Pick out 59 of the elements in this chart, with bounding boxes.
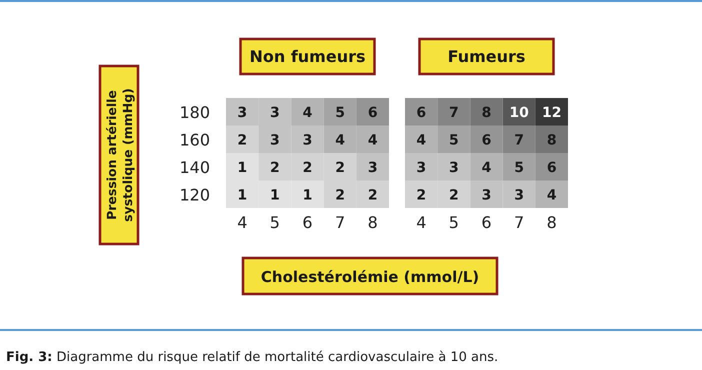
data-label: 3 [302,132,312,148]
x-tick-label: 8 [368,213,378,232]
data-label: 4 [335,132,346,148]
data-label: 3 [237,104,248,121]
data-label: 4 [416,132,426,148]
x-tick-label: 7 [514,213,524,232]
data-label: 3 [482,187,492,204]
data-label: 6 [482,132,492,148]
data-label: 1 [237,160,248,176]
data-label: 4 [368,132,378,148]
y-tick-label: 120 [179,185,210,204]
data-label: 7 [449,104,459,121]
y-tick-label: 140 [179,158,210,177]
data-label: 2 [270,160,280,176]
data-label: 3 [514,187,524,204]
data-label: 5 [335,104,345,121]
caption: Fig. 3: Diagramme du risque relatif de mortalité cardiovasculaire à 10 ans. [6,350,498,365]
chart-title: Fumeurs [448,47,526,66]
data-label: 1 [302,187,312,204]
data-label: 3 [449,160,459,176]
data-label: 12 [542,104,562,121]
x-tick-label: 5 [448,213,459,232]
x-tick-label: 6 [302,213,313,232]
data-label: 3 [368,160,378,176]
data-label: 6 [416,104,426,121]
data-label: 4 [482,160,492,176]
data-label: 6 [546,160,557,176]
x-axis-title: Cholestérolémie (mmol/L) [260,268,480,286]
data-label: 2 [302,160,312,176]
data-label: 2 [335,187,345,204]
data-label: 1 [270,187,280,204]
data-label: 5 [514,160,524,176]
data-label: 1 [237,187,248,204]
x-tick-label: 6 [481,213,492,232]
data-label: 10 [509,104,530,121]
data-label: 2 [237,132,248,148]
y-axis-title: Pression artérielle systolique (mmHg) [104,88,135,222]
data-label: 7 [514,132,524,148]
data-label: 4 [302,104,313,121]
data-label: 3 [416,160,426,176]
data-label: 6 [368,104,378,121]
chart-title: Non fumeurs [249,47,366,66]
data-label: 2 [368,187,378,204]
data-label: 5 [449,132,459,148]
y-tick-label: 160 [179,130,210,150]
data-label: 2 [335,160,345,176]
x-tick-label: 7 [335,213,346,232]
x-tick-label: 4 [237,213,248,232]
x-tick-label: 5 [270,213,280,232]
data-label: 2 [416,187,426,204]
x-tick-label: 8 [546,213,557,232]
x-tick-label: 4 [416,213,426,232]
data-label: 3 [270,132,280,148]
data-label: 8 [546,132,557,148]
data-label: 3 [270,104,280,121]
y-tick-label: 180 [179,102,210,122]
data-label: 8 [482,104,492,121]
data-label: 4 [546,187,557,204]
data-label: 2 [449,187,459,204]
